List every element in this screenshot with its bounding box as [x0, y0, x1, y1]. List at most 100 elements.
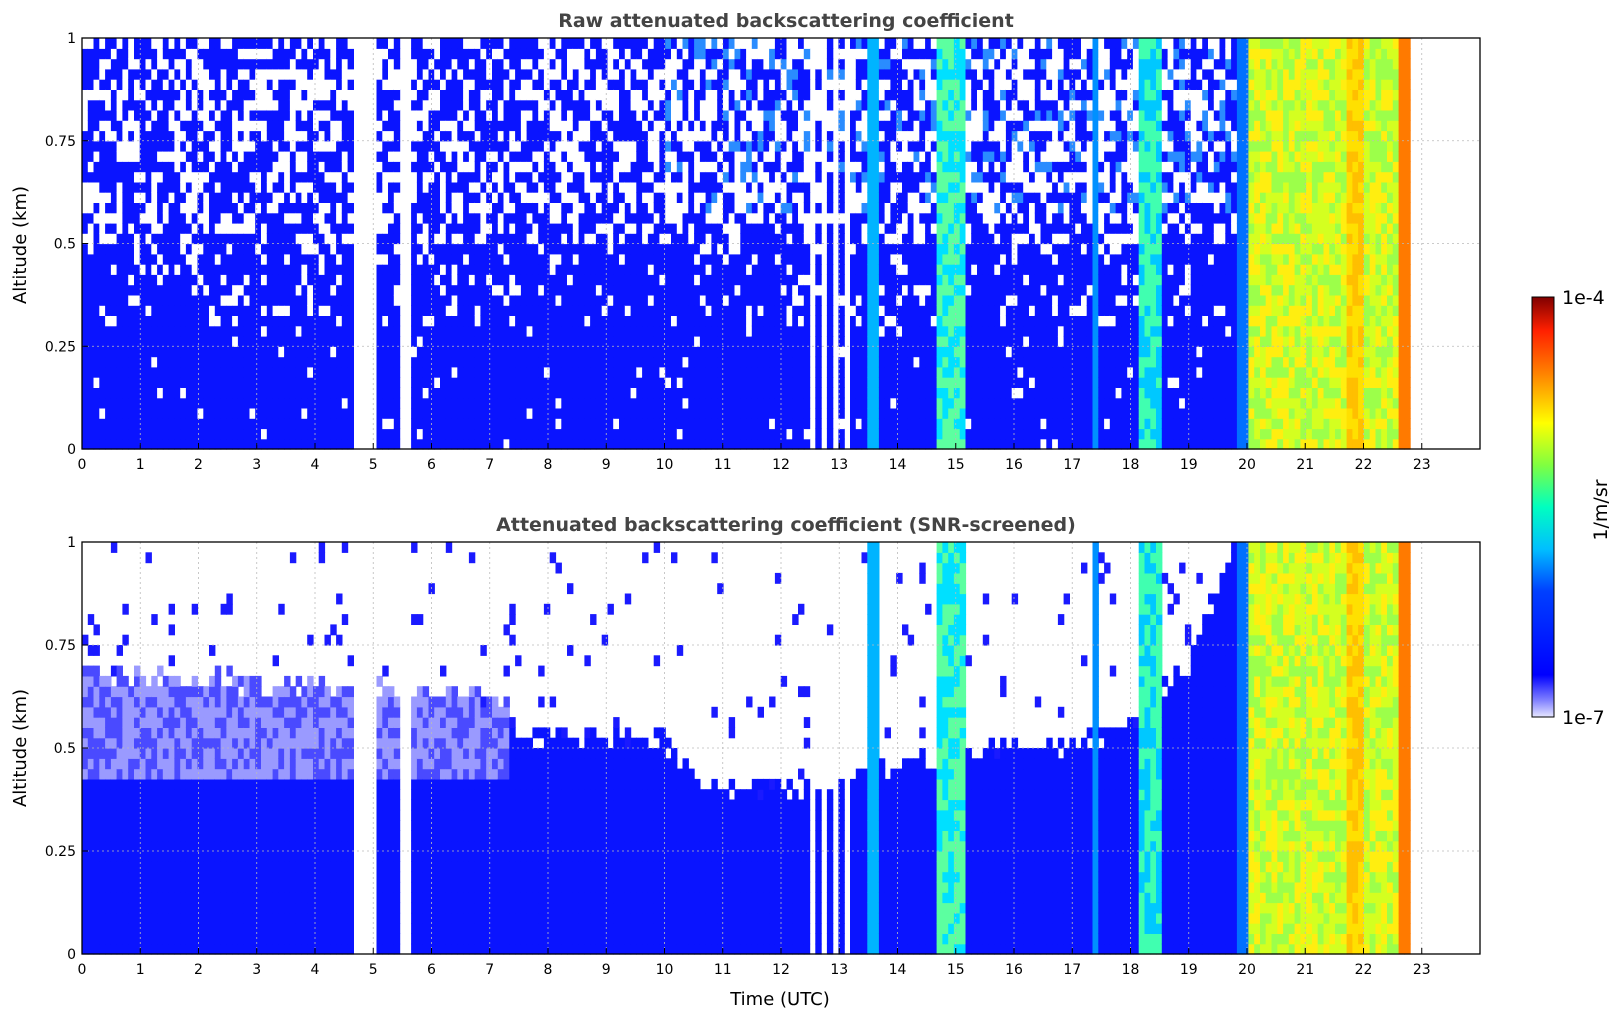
- heatmap-cell: [826, 315, 834, 327]
- heatmap-cell: [307, 264, 314, 275]
- heatmap-cell: [561, 428, 568, 440]
- heatmap-cell: [422, 202, 430, 214]
- heatmap-cell: [162, 181, 170, 193]
- heatmap-cell: [416, 120, 424, 132]
- heatmap-cell: [237, 48, 245, 60]
- heatmap-cell: [763, 151, 770, 162]
- heatmap-cell: [584, 120, 591, 132]
- heatmap-cell: [434, 377, 441, 388]
- heatmap-cell: [128, 315, 135, 327]
- heatmap-cell: [492, 192, 499, 203]
- heatmap-cell: [780, 233, 788, 245]
- heatmap-cell: [295, 294, 303, 306]
- heatmap-cell: [295, 202, 303, 214]
- heatmap-cell: [226, 130, 233, 142]
- heatmap-cell: [249, 407, 256, 419]
- heatmap-cell: [659, 366, 666, 378]
- heatmap-cell: [226, 253, 233, 265]
- heatmap-cell: [116, 253, 123, 265]
- heatmap-cell: [659, 325, 666, 337]
- heatmap-cell: [624, 171, 632, 183]
- heatmap-cell: [613, 336, 620, 347]
- heatmap-cell: [416, 264, 424, 275]
- heatmap-cell: [538, 325, 545, 337]
- heatmap-cell: [578, 89, 585, 101]
- heatmap-cell: [376, 428, 383, 440]
- heatmap-cell: [266, 377, 274, 388]
- heatmap-cell: [341, 284, 349, 296]
- heatmap-cell: [619, 397, 626, 409]
- heatmap-cell: [139, 264, 147, 275]
- heatmap-cell: [728, 68, 736, 80]
- heatmap-cell: [613, 294, 620, 306]
- heatmap-cell: [82, 438, 89, 450]
- heatmap-cell: [318, 233, 326, 245]
- heatmap-cell: [468, 161, 476, 173]
- heatmap-cell: [740, 346, 747, 358]
- heatmap-cell: [249, 202, 256, 214]
- heatmap-cell: [295, 140, 303, 152]
- heatmap-cell: [295, 325, 303, 337]
- heatmap-cell: [93, 38, 100, 49]
- heatmap-cell: [855, 274, 863, 286]
- heatmap-cell: [99, 68, 106, 80]
- heatmap-cell: [757, 140, 764, 152]
- heatmap-cell: [220, 346, 227, 358]
- heatmap-cell: [492, 325, 499, 337]
- heatmap-cell: [416, 109, 424, 121]
- heatmap-cell: [728, 181, 736, 193]
- heatmap-cell: [659, 294, 666, 306]
- heatmap-cell: [590, 346, 597, 358]
- heatmap-cell: [272, 130, 279, 142]
- heatmap-cell: [665, 99, 672, 111]
- heatmap-cell: [826, 346, 834, 358]
- heatmap-cell: [850, 284, 857, 296]
- heatmap-cell: [474, 38, 482, 49]
- heatmap-cell: [382, 315, 389, 327]
- heatmap-cell: [578, 387, 585, 399]
- heatmap-cell: [237, 366, 245, 378]
- heatmap-cell: [798, 120, 805, 132]
- heatmap-cell: [723, 89, 730, 101]
- heatmap-cell: [578, 79, 585, 90]
- heatmap-cell: [382, 130, 389, 142]
- heatmap-cell: [122, 99, 129, 111]
- heatmap-cell: [440, 274, 447, 286]
- heatmap-cell: [757, 407, 764, 419]
- heatmap-cell: [480, 356, 487, 368]
- heatmap-cell: [347, 130, 354, 142]
- heatmap-cell: [636, 407, 643, 419]
- heatmap-cell: [676, 366, 684, 378]
- heatmap-cell: [341, 428, 349, 440]
- heatmap-cell: [572, 284, 580, 296]
- heatmap-cell: [601, 438, 609, 450]
- heatmap-cell: [341, 418, 349, 430]
- heatmap-cell: [134, 305, 141, 316]
- heatmap-cell: [803, 212, 811, 224]
- heatmap-cell: [180, 346, 187, 358]
- heatmap-cell: [474, 305, 482, 316]
- heatmap-cell: [728, 428, 736, 440]
- heatmap-cell: [388, 397, 395, 409]
- heatmap-cell: [463, 428, 470, 440]
- heatmap-cell: [734, 212, 741, 224]
- heatmap-cell: [798, 79, 805, 90]
- heatmap-cell: [740, 315, 747, 327]
- heatmap-cell: [307, 418, 314, 430]
- heatmap-cell: [751, 356, 759, 368]
- heatmap-cell: [509, 192, 516, 203]
- heatmap-cell: [826, 264, 834, 275]
- heatmap-cell: [457, 264, 464, 275]
- heatmap-cell: [653, 89, 661, 101]
- heatmap-cell: [220, 336, 227, 347]
- heatmap-cell: [266, 397, 274, 409]
- heatmap-cell: [763, 387, 770, 399]
- heatmap-cell: [307, 130, 314, 142]
- heatmap-cell: [682, 305, 689, 316]
- heatmap-cell: [613, 171, 620, 183]
- heatmap-cell: [607, 48, 614, 60]
- heatmap-cell: [717, 305, 724, 316]
- heatmap-cell: [174, 171, 181, 183]
- heatmap-cell: [272, 161, 279, 173]
- heatmap-cell: [595, 171, 603, 183]
